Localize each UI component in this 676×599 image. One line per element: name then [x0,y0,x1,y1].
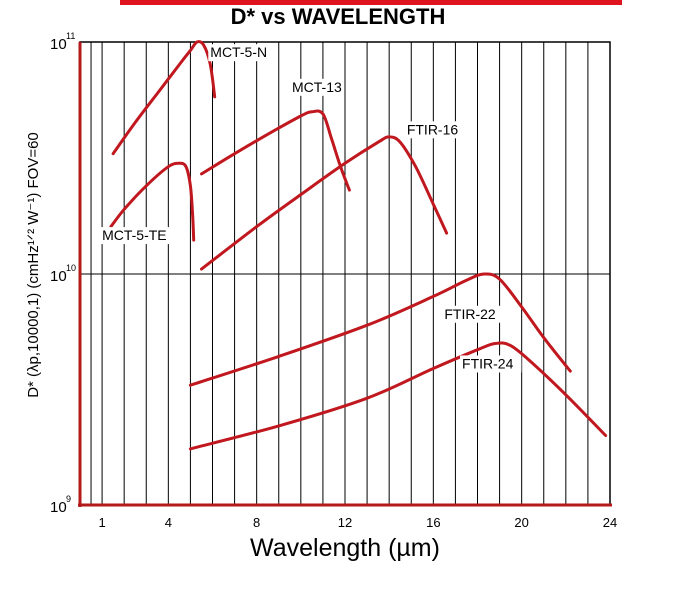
y-tick-exponent: 11 [66,31,75,41]
series-label-bg-ftir-24 [460,355,522,373]
series-label-bg-ftir-16 [404,121,467,139]
x-tick-label: 12 [338,515,352,530]
x-tick-label: 1 [98,515,105,530]
series-label-ftir-24: FTIR-24 [462,355,514,371]
x-tick-label: 20 [514,515,528,530]
series-label-mct-13: MCT-13 [292,79,342,95]
series-label-bg-mct-13 [290,78,344,96]
y-tick-exponent: 10 [66,263,76,273]
series-line-mct-5-n [111,40,217,156]
x-tick-label: 24 [603,515,617,530]
top-accent-bar [120,0,622,5]
x-axis-label: Wavelength (µm) [250,534,440,562]
x-tick-label: 16 [426,515,440,530]
series-line-ftir-22 [188,272,572,387]
y-tick-label: 10 [50,36,67,53]
series-label-ftir-22: FTIR-22 [444,306,496,322]
series-line-ftir-16 [200,135,449,271]
x-tick-label: 8 [253,515,260,530]
series-label-mct-5-te: MCT-5-TE [102,227,167,243]
series-line-ftir-24 [188,341,608,451]
series-line-mct-5-te [109,161,196,242]
series-label-ftir-16: FTIR-16 [407,121,459,137]
y-tick-label: 10 [50,499,67,516]
series-line-mct-13 [200,109,351,192]
chart-title: D* vs WAVELENGTH [230,4,446,29]
series-label-bg-ftir-22 [442,305,504,323]
series-label-mct-5-n: MCT-5-N [210,44,267,60]
series-label-bg-mct-5-n [208,44,270,62]
y-tick-exponent: 9 [66,494,71,504]
x-tick-label: 4 [165,515,172,530]
series-label-bg-mct-5-te [100,227,170,245]
y-tick-label: 10 [50,268,67,285]
